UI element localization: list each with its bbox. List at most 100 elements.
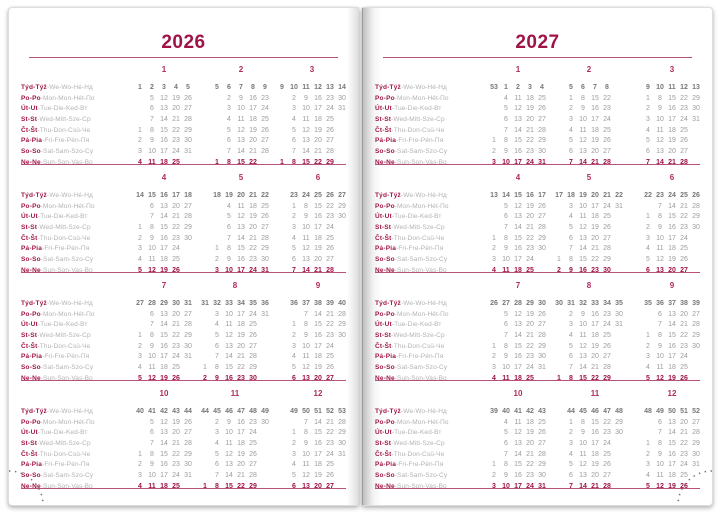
separator-rule xyxy=(21,272,346,273)
date-cell: 16 xyxy=(160,461,168,469)
month-column-group: 3 10 17 24 xyxy=(630,227,702,245)
date-cell: 31 xyxy=(261,266,269,274)
week-number-cell: 17 xyxy=(555,192,563,199)
day-label-primary: So-So xyxy=(375,364,395,372)
date-cell: 21 xyxy=(172,116,180,124)
week-number-cell: 30 xyxy=(538,300,546,307)
date-cell: 11 xyxy=(302,116,310,124)
page-content-left: 2026 1 2 3 Týd-Týž-We-Wo-Hé-Нд 1 2 3 4 5 5 6 7 8 9 9 10… xyxy=(9,32,358,490)
date-cell: 31 xyxy=(184,353,192,361)
month-column-group: 3 10 17 24 31 xyxy=(276,443,348,461)
date-cell: 2 xyxy=(215,418,219,426)
date-cell: 30 xyxy=(615,429,623,437)
date-cell: 4 xyxy=(215,440,219,448)
month-column-group: 2 9 16 23 30 xyxy=(276,432,348,450)
date-cell: 20 xyxy=(237,461,245,469)
month-column-group: 2 9 16 23 30 xyxy=(553,421,625,439)
week-number-cell: 43 xyxy=(538,408,546,415)
date-cell: 11 xyxy=(656,126,664,134)
date-cell: 2 xyxy=(492,148,496,156)
date-cell: 19 xyxy=(526,429,534,437)
date-cell: 13 xyxy=(514,213,522,221)
date-cell: 15 xyxy=(668,332,676,340)
date-cell: 6 xyxy=(292,256,296,264)
day-label-primary: St-St xyxy=(375,116,392,124)
month-numbers-row: 4 5 6 xyxy=(21,170,346,183)
date-cell: 8 xyxy=(150,332,154,340)
day-label-secondary: -Sat-Sam-Szo-Су xyxy=(394,472,448,480)
week-number-cell: 48 xyxy=(615,408,623,415)
date-cell: 22 xyxy=(237,364,245,372)
date-cell: 2 xyxy=(227,94,231,102)
month-column-group: 53 1 2 3 4 xyxy=(476,76,548,94)
date-cell: 1 xyxy=(646,94,650,102)
month-column-group: 4 11 18 25 xyxy=(122,151,194,169)
day-label: Út-Ut-Tue-Die-Ked-Вт xyxy=(21,212,117,223)
date-cell: 31 xyxy=(538,364,546,372)
week-number-cell: 49 xyxy=(656,408,664,415)
day-label: So-So-Sat-Sam-Szo-Су xyxy=(21,363,117,374)
date-cell: 7 xyxy=(504,450,508,458)
date-cell: 29 xyxy=(338,321,346,329)
month-number-slot: 1 xyxy=(476,65,548,75)
date-cell: 29 xyxy=(338,202,346,210)
date-cell: 2 xyxy=(138,461,142,469)
day-label: Ne-Ne-Sun-Son-Vas-Во xyxy=(21,374,117,385)
month-number: 7 xyxy=(161,281,167,290)
day-label-secondary: -We-Wo-Hé-Нд xyxy=(400,192,447,199)
date-cell: 12 xyxy=(160,94,168,102)
month-column-group: 31 32 33 34 35 36 xyxy=(199,292,271,310)
date-cell: 12 xyxy=(302,245,310,253)
month-number: 5 xyxy=(238,173,244,182)
day-label-secondary: -Fri-Fre-Pén-Пя xyxy=(396,137,444,145)
day-label-primary: So-So xyxy=(21,364,41,372)
date-cell: 11 xyxy=(502,374,510,382)
month-column-group: 2 9 16 23 30 xyxy=(122,453,194,471)
date-cell: 6 xyxy=(227,137,231,145)
day-label-primary: St-St xyxy=(21,332,38,340)
month-column-group: 4 11 18 25 xyxy=(122,248,194,266)
week-label: Týd-Týž-We-Wo-Hé-Нд xyxy=(21,299,117,310)
date-cell: 10 xyxy=(579,440,587,448)
date-cell: 5 xyxy=(150,418,154,426)
month-column-group: 7 14 21 28 xyxy=(199,140,271,158)
date-cell: 21 xyxy=(172,213,180,221)
month-column-group: 1 8 15 22 29 xyxy=(630,324,702,342)
date-cell: 14 xyxy=(302,148,310,156)
weekday-row: St-St-Wed-Mitt-Sze-Ср 6 13 20 27 3 10 17 24 1 8 15 2… xyxy=(375,432,700,447)
month-number-slot: 2 xyxy=(553,65,625,75)
month-column-group: 2 9 16 23 30 xyxy=(199,411,271,429)
quarter-block: 4 5 6 Týd-Týž-We-Wo-Hé-Нд 14 15 16 17 18 18 19 20 21… xyxy=(21,170,346,274)
day-label-secondary: -Sun-Son-Vas-Во xyxy=(40,158,93,166)
date-cell: 17 xyxy=(668,234,676,242)
date-cell: 11 xyxy=(302,234,310,242)
date-cell: 22 xyxy=(172,126,180,134)
date-cell: 16 xyxy=(668,342,676,350)
week-number-cell: 34 xyxy=(237,300,245,307)
weekday-row: So-So-Sat-Sam-Szo-Су 2 9 16 23 30 6 13 20 27 4 11 18… xyxy=(375,464,700,479)
date-cell: 30 xyxy=(338,213,346,221)
date-cell: 4 xyxy=(504,418,508,426)
day-label-secondary: -Sat-Sam-Szo-Су xyxy=(394,364,448,372)
date-cell: 20 xyxy=(591,472,599,480)
month-column-group: 6 13 20 27 xyxy=(122,421,194,439)
date-cell: 27 xyxy=(538,213,546,221)
week-number-cell: 46 xyxy=(591,408,599,415)
month-column-group: 2 9 16 23 30 xyxy=(553,303,625,321)
date-cell: 23 xyxy=(591,266,599,274)
date-cell: 27 xyxy=(184,202,192,210)
date-cell: 20 xyxy=(591,234,599,242)
date-cell: 27 xyxy=(680,266,688,274)
date-cell: 6 xyxy=(646,148,650,156)
date-cell: 20 xyxy=(249,224,257,232)
date-cell: 18 xyxy=(668,472,676,480)
week-number-cell: 52 xyxy=(326,408,334,415)
date-cell: 21 xyxy=(680,202,688,210)
day-label: Ne-Ne-Sun-Son-Vas-Во xyxy=(21,266,117,277)
date-cell: 6 xyxy=(292,374,296,382)
date-cell: 30 xyxy=(338,94,346,102)
date-cell: 24 xyxy=(680,234,688,242)
month-column-group: 7 14 21 28 xyxy=(276,303,348,321)
date-cell: 6 xyxy=(658,310,662,318)
date-cell: 31 xyxy=(692,116,700,124)
